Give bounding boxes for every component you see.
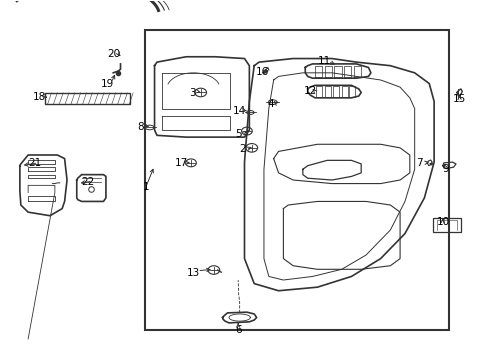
Text: 14: 14: [232, 107, 245, 116]
Text: 19: 19: [101, 78, 114, 89]
Text: 9: 9: [441, 164, 447, 174]
Text: 13: 13: [186, 268, 200, 278]
Text: 10: 10: [435, 217, 448, 227]
Text: 1: 1: [142, 182, 149, 192]
Text: 4: 4: [267, 99, 273, 109]
Text: 18: 18: [33, 92, 46, 102]
Text: 2: 2: [239, 144, 246, 154]
Text: 8: 8: [137, 122, 143, 132]
Bar: [45, 93, 130, 104]
Text: 22: 22: [81, 177, 94, 187]
Text: 5: 5: [235, 129, 242, 139]
Text: 12: 12: [303, 86, 316, 96]
Bar: [432, 218, 460, 232]
Text: 17: 17: [174, 158, 187, 168]
Text: 11: 11: [318, 57, 331, 66]
Text: 7: 7: [415, 158, 422, 168]
Text: 20: 20: [107, 49, 121, 59]
Text: 21: 21: [28, 158, 41, 168]
Text: 6: 6: [234, 325, 241, 335]
Text: 16: 16: [255, 67, 268, 77]
Text: 3: 3: [189, 88, 195, 98]
Bar: [144, 30, 448, 330]
Text: 15: 15: [452, 94, 465, 104]
